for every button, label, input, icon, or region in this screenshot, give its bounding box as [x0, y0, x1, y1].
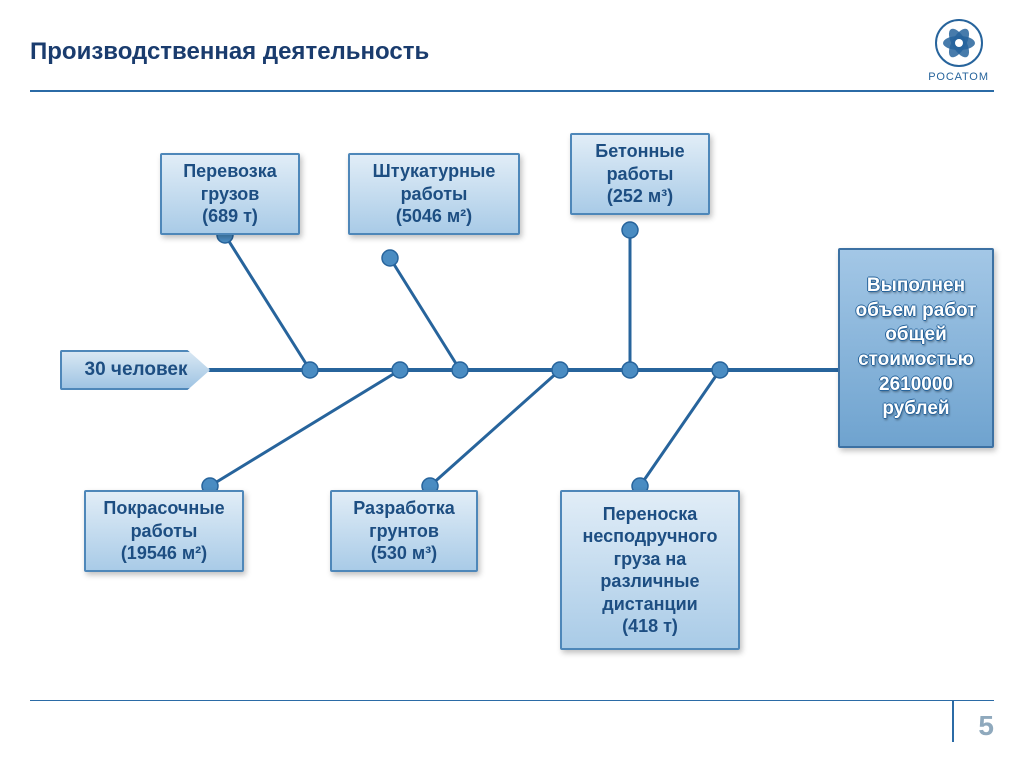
node-text-line: грунтов: [369, 520, 439, 543]
node-text-line: общей: [885, 323, 947, 348]
logo: РОСАТОМ: [928, 18, 989, 83]
node-text-line: (689 т): [202, 205, 258, 228]
node-text-line: Выполнен: [867, 274, 965, 299]
node-text-line: дистанции: [602, 593, 697, 616]
node-text-line: Разработка: [353, 497, 454, 520]
logo-label: РОСАТОМ: [928, 71, 989, 83]
node-text-line: рублей: [882, 397, 949, 422]
n-peren: Переносканесподручногогруза наразличныед…: [560, 490, 740, 650]
n-beton: Бетонныеработы(252 м³): [570, 133, 710, 215]
result-node: Выполненобъем работобщейстоимостью261000…: [838, 248, 994, 448]
node-text-line: работы: [131, 520, 198, 543]
node-text-line: различные: [600, 570, 699, 593]
node-text-line: (418 т): [622, 615, 678, 638]
node-text-line: работы: [607, 163, 674, 186]
divider-bottom: [30, 700, 994, 701]
n-perevoz: Перевозкагрузов(689 т): [160, 153, 300, 235]
node-text-line: (530 м³): [371, 542, 437, 565]
node-text-line: Перевозка: [183, 160, 277, 183]
node-text-line: Штукатурные: [373, 160, 496, 183]
node-text-line: грузов: [201, 183, 260, 206]
divider-top: [30, 90, 994, 92]
node-text-line: груза на: [614, 548, 687, 571]
node-text-line: работы: [401, 183, 468, 206]
start-node: 30 человек: [60, 350, 210, 390]
node-text-line: (5046 м²): [396, 205, 472, 228]
page-number: 5: [978, 710, 994, 742]
n-shtukat: Штукатурныеработы(5046 м²): [348, 153, 520, 235]
divider-vline: [952, 700, 954, 742]
page-title: Производственная деятельность: [30, 38, 429, 66]
node-text-line: 2610000: [879, 373, 953, 398]
node-text-line: Бетонные: [595, 140, 684, 163]
rosatom-icon: [934, 18, 984, 68]
node-text-line: стоимостью: [858, 348, 974, 373]
node-text-line: несподручного: [582, 525, 717, 548]
n-grunt: Разработкагрунтов(530 м³): [330, 490, 478, 572]
node-text-line: объем работ: [856, 299, 977, 324]
node-text-line: (252 м³): [607, 185, 673, 208]
node-text-line: Переноска: [603, 503, 698, 526]
node-text-line: 30 человек: [85, 358, 188, 382]
slide-page: Производственная деятельность РОСАТОМ 5 …: [0, 0, 1024, 767]
node-text-line: (19546 м²): [121, 542, 207, 565]
n-pokras: Покрасочныеработы(19546 м²): [84, 490, 244, 572]
node-text-line: Покрасочные: [103, 497, 224, 520]
